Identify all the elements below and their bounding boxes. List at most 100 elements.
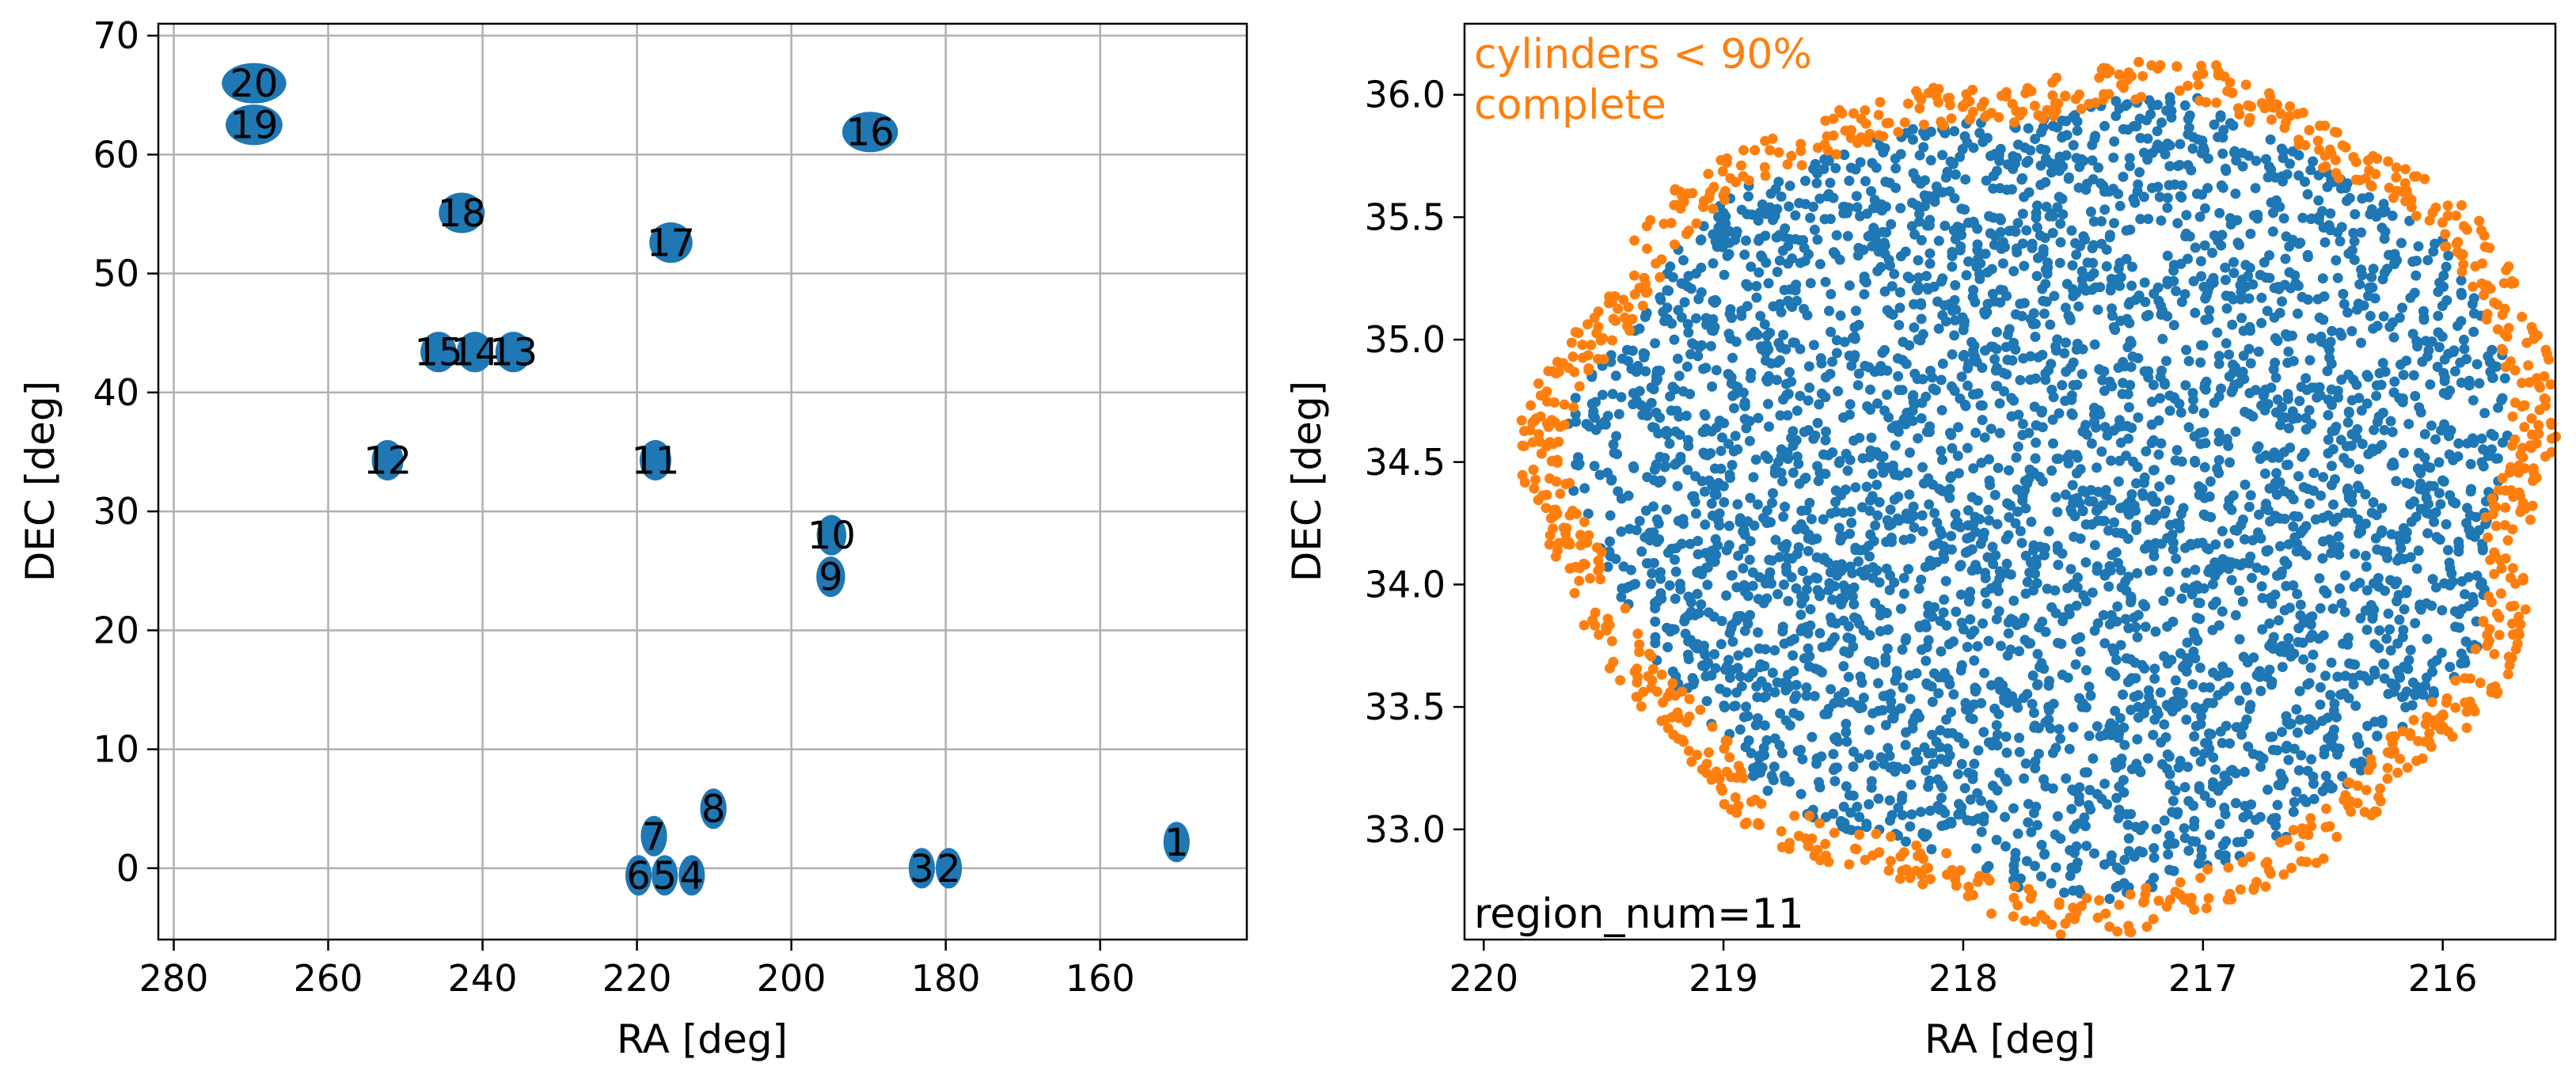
complete-cylinder-point xyxy=(2129,612,2140,623)
complete-cylinder-point xyxy=(1745,492,1756,503)
complete-cylinder-point xyxy=(2326,657,2337,668)
complete-cylinder-point xyxy=(2464,375,2475,386)
complete-cylinder-point xyxy=(2388,686,2399,697)
incomplete-cylinder-point xyxy=(1812,845,1823,856)
incomplete-cylinder-point xyxy=(1883,865,1894,876)
complete-cylinder-point xyxy=(2161,355,2171,366)
complete-cylinder-point xyxy=(2202,287,2213,298)
complete-cylinder-point xyxy=(2247,572,2257,583)
complete-cylinder-point xyxy=(1604,546,1615,557)
complete-cylinder-point xyxy=(2369,424,2380,435)
complete-cylinder-point xyxy=(2213,454,2225,465)
complete-cylinder-point xyxy=(1839,686,1850,697)
left-y-tick-label: 0 xyxy=(116,847,139,890)
region-marker-9 xyxy=(816,556,845,598)
complete-cylinder-point xyxy=(1739,249,1750,260)
complete-cylinder-point xyxy=(2008,595,2019,606)
incomplete-cylinder-point xyxy=(2352,780,2363,792)
complete-cylinder-point xyxy=(1699,427,1710,437)
complete-cylinder-point xyxy=(1860,360,1871,371)
complete-cylinder-point xyxy=(2339,688,2350,699)
complete-cylinder-point xyxy=(2175,191,2186,202)
incomplete-cylinder-point xyxy=(1579,516,1590,527)
complete-cylinder-point xyxy=(2044,211,2055,222)
complete-cylinder-point xyxy=(2039,308,2050,319)
complete-cylinder-point xyxy=(2027,670,2038,681)
complete-cylinder-point xyxy=(2051,454,2062,465)
complete-cylinder-point xyxy=(1812,234,1823,245)
incomplete-cylinder-point xyxy=(1574,575,1585,587)
complete-cylinder-point xyxy=(2040,368,2051,379)
complete-cylinder-point xyxy=(2023,123,2034,134)
region-marker-10 xyxy=(816,515,847,556)
incomplete-cylinder-point xyxy=(1641,287,1651,298)
complete-cylinder-point xyxy=(1831,230,1842,241)
complete-cylinder-point xyxy=(1769,645,1780,656)
complete-cylinder-point xyxy=(1776,748,1788,758)
complete-cylinder-point xyxy=(2268,364,2279,375)
incomplete-cylinder-point xyxy=(2526,413,2537,424)
complete-cylinder-point xyxy=(1651,366,1662,376)
complete-cylinder-point xyxy=(2078,155,2089,166)
complete-cylinder-point xyxy=(2030,568,2041,579)
incomplete-cylinder-point xyxy=(1881,118,1892,129)
complete-cylinder-point xyxy=(2167,530,2178,541)
complete-cylinder-point xyxy=(1845,162,1856,173)
complete-cylinder-point xyxy=(2478,461,2489,472)
complete-cylinder-point xyxy=(2368,264,2379,275)
incomplete-cylinder-point xyxy=(2189,904,2200,915)
complete-cylinder-point xyxy=(1700,548,1711,559)
complete-cylinder-point xyxy=(2267,226,2278,237)
complete-cylinder-point xyxy=(1655,475,1666,486)
complete-cylinder-point xyxy=(2313,195,2324,206)
complete-cylinder-point xyxy=(1791,405,1803,416)
complete-cylinder-point xyxy=(1866,432,1877,443)
complete-cylinder-point xyxy=(2267,207,2278,218)
incomplete-cylinder-point xyxy=(2118,82,2130,93)
complete-cylinder-point xyxy=(2031,271,2042,282)
complete-cylinder-point xyxy=(1848,641,1859,652)
complete-cylinder-point xyxy=(2061,773,2072,784)
incomplete-cylinder-point xyxy=(1594,562,1605,573)
incomplete-cylinder-point xyxy=(2009,881,2020,892)
complete-cylinder-point xyxy=(2213,436,2225,447)
complete-cylinder-point xyxy=(1778,329,1789,340)
complete-cylinder-point xyxy=(1582,508,1594,519)
complete-cylinder-point xyxy=(1699,408,1710,420)
complete-cylinder-point xyxy=(1772,267,1783,277)
complete-cylinder-point xyxy=(2292,589,2303,599)
complete-cylinder-point xyxy=(1723,540,1734,551)
right-y-tick-label: 34.5 xyxy=(1365,441,1446,484)
complete-cylinder-point xyxy=(2386,529,2397,540)
incomplete-cylinder-point xyxy=(2012,900,2023,911)
complete-cylinder-point xyxy=(1821,426,1831,437)
complete-cylinder-point xyxy=(1800,176,1810,186)
complete-cylinder-point xyxy=(2177,698,2188,708)
complete-cylinder-point xyxy=(1721,661,1732,672)
complete-cylinder-point xyxy=(1856,702,1867,713)
complete-cylinder-point xyxy=(2114,804,2125,815)
incomplete-cylinder-point xyxy=(1569,587,1580,598)
complete-cylinder-point xyxy=(2276,727,2287,738)
complete-cylinder-point xyxy=(2320,670,2331,682)
complete-cylinder-point xyxy=(2010,344,2021,355)
complete-cylinder-point xyxy=(2350,701,2361,712)
complete-cylinder-point xyxy=(2140,601,2151,612)
complete-cylinder-point xyxy=(2327,603,2339,614)
complete-cylinder-point xyxy=(2218,124,2229,135)
complete-cylinder-point xyxy=(1790,210,1801,221)
complete-cylinder-point xyxy=(1980,249,1991,260)
region-marker-5 xyxy=(652,855,678,896)
incomplete-cylinder-point xyxy=(2211,97,2222,108)
incomplete-cylinder-point xyxy=(1569,366,1580,378)
complete-cylinder-point xyxy=(2050,862,2061,873)
complete-cylinder-point xyxy=(1728,701,1739,712)
complete-cylinder-point xyxy=(1918,478,1929,489)
complete-cylinder-point xyxy=(1885,504,1896,515)
complete-cylinder-point xyxy=(2090,131,2101,142)
complete-cylinder-point xyxy=(2175,647,2186,659)
complete-cylinder-point xyxy=(2085,207,2096,217)
complete-cylinder-point xyxy=(2064,449,2075,460)
complete-cylinder-point xyxy=(2401,477,2412,488)
